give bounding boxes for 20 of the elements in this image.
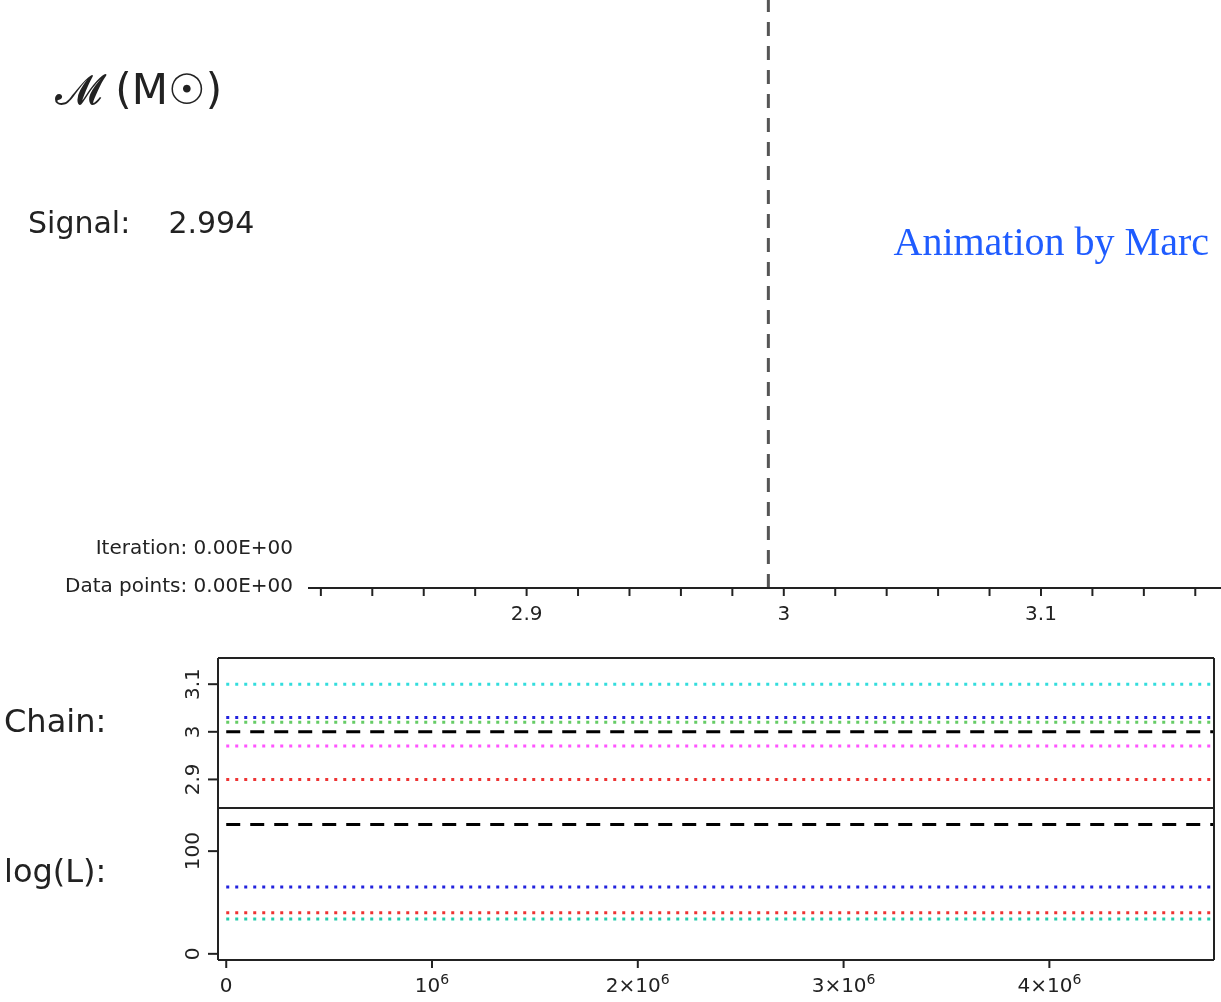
y-tick-label: 2.9 xyxy=(180,763,204,796)
x-tick-label: 4×10$^{6}$ xyxy=(1017,971,1082,997)
text: Signal: 2.994 xyxy=(28,205,255,240)
y-axis-title: log(L): xyxy=(4,852,107,890)
y-tick-label: 3 xyxy=(180,725,204,739)
y-tick-label: 3.1 xyxy=(180,668,204,701)
y-axis-title: Chain: xyxy=(4,702,107,740)
x-tick-label: 3 xyxy=(777,601,791,625)
x-tick-label: 2.9 xyxy=(510,601,543,625)
text: 𝓜 (M☉) xyxy=(55,65,223,114)
x-tick-label: 0 xyxy=(219,973,233,997)
annotation: Animation by Marc xyxy=(893,218,1209,265)
x-tick-label: 2×10$^{6}$ xyxy=(605,971,670,997)
x-tick-label: 10$^{6}$ xyxy=(414,971,450,997)
y-tick-label: 0 xyxy=(180,947,204,961)
y-tick-label: 100 xyxy=(180,832,204,871)
x-tick-label: 3.1 xyxy=(1025,601,1057,625)
text: Iteration: 0.00E+00 xyxy=(95,535,293,559)
x-tick-label: 3×10$^{6}$ xyxy=(811,971,876,997)
text: Data points: 0.00E+00 xyxy=(64,573,293,597)
